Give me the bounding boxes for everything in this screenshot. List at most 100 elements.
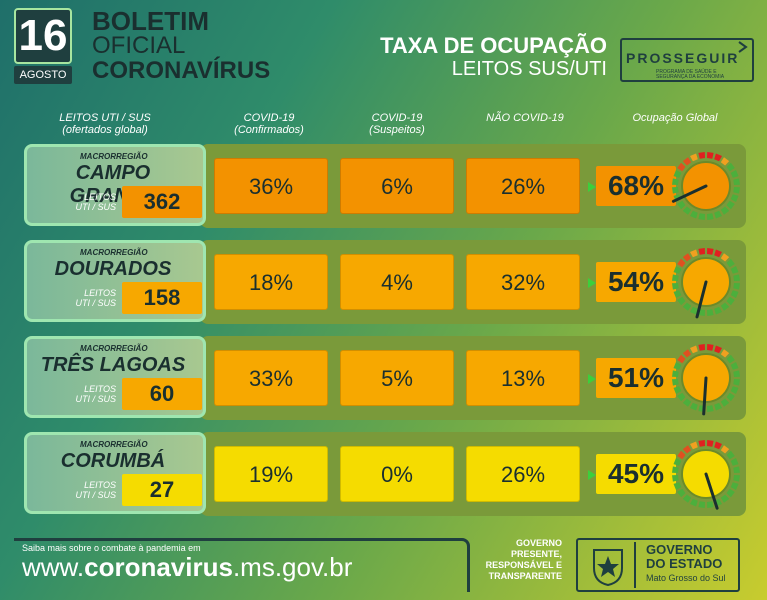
- gauge-segment: [733, 283, 740, 290]
- prosseguir-logo-subtext: PROGRAMA DE SAÚDE E SEGURANÇA DA ECONOMI…: [656, 69, 725, 80]
- leitos-label: LEITOS UTI / SUS: [75, 192, 116, 212]
- prosseguir-logo-text: PROSSEGUIR: [626, 50, 740, 66]
- gauge-segment: [733, 466, 740, 473]
- gauge-segment: [730, 266, 739, 274]
- gauge-segment: [733, 187, 740, 194]
- cell-confirmados: 33%: [214, 350, 328, 406]
- footer-link-frame: [14, 538, 470, 592]
- gauge-segment: [707, 405, 714, 412]
- col-header-global: Ocupação Global: [632, 112, 718, 124]
- gauge-segment: [673, 458, 682, 466]
- gauge-segment: [672, 283, 679, 290]
- gauge-segment: [730, 194, 739, 202]
- gauge-segment: [733, 379, 740, 386]
- gauge-segment: [720, 494, 730, 503]
- cell-suspeitos: 4%: [340, 254, 454, 310]
- taxa-title: TAXA DE OCUPAÇÃO: [380, 33, 607, 58]
- col-header-suspeitos: COVID-19: [371, 112, 423, 124]
- col-header-confirmados: COVID-19: [243, 112, 295, 124]
- cell-confirmados: 19%: [214, 446, 328, 502]
- title-coronavirus: CORONAVÍRUS: [92, 57, 271, 84]
- region-name: DOURADOS: [54, 258, 172, 280]
- gauge-segment: [733, 274, 740, 281]
- gauge-segment: [682, 253, 692, 262]
- taxa-subtitle: LEITOS SUS/UTI: [451, 58, 607, 80]
- gauge-segment: [690, 249, 698, 258]
- trend-down-icon: [588, 374, 596, 384]
- gauge-segment: [714, 306, 722, 315]
- gauge-segment: [698, 344, 705, 351]
- gauge-segment: [707, 213, 714, 220]
- footer-saiba: Saiba mais sobre o combate à pandemia em: [22, 543, 201, 553]
- cell-suspeitos: 0%: [340, 446, 454, 502]
- macro-label: MACRORREGIÃO: [80, 248, 148, 257]
- gauge-segment: [677, 162, 686, 172]
- gauge-segment: [730, 290, 739, 298]
- cell-nao-covid: 13%: [466, 350, 580, 406]
- region-card: [24, 336, 206, 418]
- col-header-suspeitos-sub: (Suspeitos): [369, 124, 425, 136]
- gauge-segment: [730, 170, 739, 178]
- leitos-count: 158: [122, 282, 202, 314]
- global-percentage: 54%: [596, 262, 676, 302]
- government-line2: DO ESTADO: [646, 556, 723, 571]
- gauge-segment: [672, 370, 679, 377]
- gauge-segment: [672, 475, 679, 482]
- gauge-segment: [673, 266, 682, 274]
- gauge-segment: [672, 187, 679, 194]
- gauge-segment: [726, 258, 735, 268]
- gauge-segment: [714, 345, 722, 354]
- gauge-ring: [672, 248, 740, 316]
- cell-suspeitos: 6%: [340, 158, 454, 214]
- gauge-segment: [682, 157, 692, 166]
- cell-nao-covid: 26%: [466, 158, 580, 214]
- gauge-ring: [672, 344, 740, 412]
- gauge-segment: [707, 440, 714, 447]
- gauge-segment: [690, 210, 698, 219]
- state-seal-icon: [593, 549, 623, 586]
- gauge-segment: [707, 152, 714, 159]
- gauge-needle: [671, 184, 708, 203]
- title-oficial: OFICIAL: [92, 32, 186, 59]
- gauge-ring: [672, 440, 740, 508]
- footer-url[interactable]: www.coronavirus.ms.gov.br: [22, 552, 353, 582]
- region-name: CORUMBÁ: [60, 450, 166, 472]
- gauge-needle: [702, 376, 708, 416]
- gauge-segment: [720, 445, 730, 454]
- gauge-segment: [698, 440, 705, 447]
- macro-label: MACRORREGIÃO: [80, 440, 148, 449]
- gauge-segment: [726, 200, 735, 210]
- gauge-segment: [690, 402, 698, 411]
- gauge-needle: [704, 472, 719, 510]
- leitos-label: LEITOS UTI / SUS: [75, 288, 116, 308]
- cell-nao-covid: 26%: [466, 446, 580, 502]
- cell-confirmados: 18%: [214, 254, 328, 310]
- gauge-segment: [677, 258, 686, 268]
- gauge-segment: [682, 494, 692, 503]
- trend-down-icon: [588, 470, 596, 480]
- gauge-segment: [726, 162, 735, 172]
- gauge-segment: [714, 210, 722, 219]
- leitos-count: 60: [122, 378, 202, 410]
- gauge-needle: [695, 280, 708, 319]
- gauge-segment: [726, 450, 735, 460]
- leitos-label: LEITOS UTI / SUS: [75, 480, 116, 500]
- gauge-segment: [677, 450, 686, 460]
- gauge-segment: [673, 482, 682, 490]
- cell-nao-covid: 32%: [466, 254, 580, 310]
- gauge-segment: [677, 392, 686, 402]
- gauge-segment: [677, 296, 686, 306]
- gauge-segment: [672, 178, 679, 185]
- gauge-segment: [682, 302, 692, 311]
- gauge-dial: [672, 248, 740, 319]
- gauge-segment: [677, 488, 686, 498]
- trend-down-icon: [588, 182, 596, 192]
- region-name: TRÊS LAGOAS: [40, 354, 186, 376]
- government-line3: Mato Grosso do Sul: [646, 573, 726, 583]
- gauge-segment: [673, 362, 682, 370]
- gauge-segment: [690, 441, 698, 450]
- government-slogan: GOVERNO PRESENTE, RESPONSÁVEL E TRANSPAR…: [485, 538, 562, 581]
- gauge-segment: [733, 178, 740, 185]
- gauge-segment: [677, 354, 686, 364]
- gauge-segment: [698, 248, 705, 255]
